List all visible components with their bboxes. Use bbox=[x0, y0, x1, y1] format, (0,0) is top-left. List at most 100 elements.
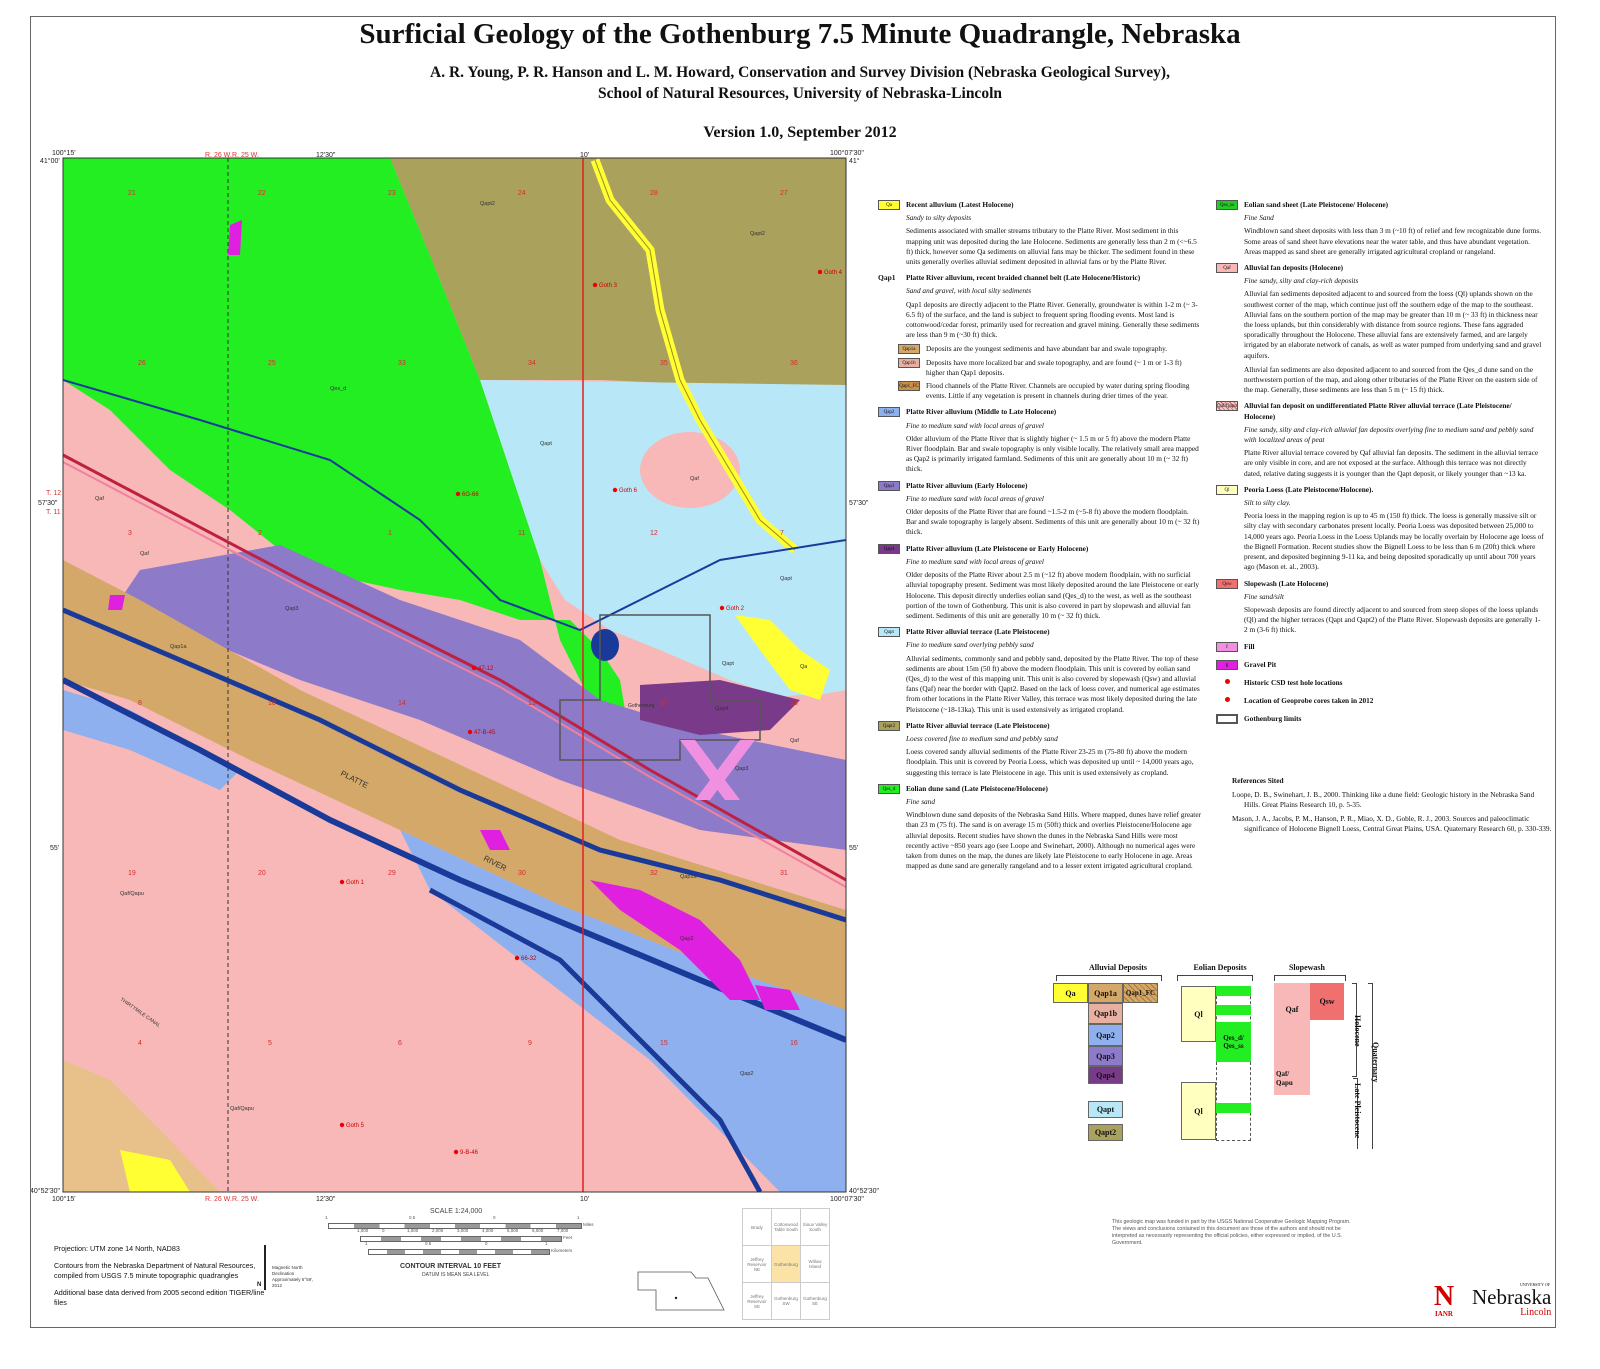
unit-label: Qap2 bbox=[680, 936, 693, 942]
section-number: 19 bbox=[128, 870, 136, 877]
legend-subitem: Qap1a Deposits are the youngest sediments… bbox=[896, 344, 1201, 355]
section-number: 10 bbox=[268, 700, 276, 707]
eolian-band bbox=[1216, 986, 1251, 996]
unit-description: Older deposits of the Platte River that … bbox=[906, 507, 1200, 537]
lake bbox=[591, 629, 619, 661]
symbol-swatch: f bbox=[1216, 641, 1238, 652]
subunit-description: Deposits have more localized bar and swa… bbox=[926, 357, 1182, 377]
section-number: 5 bbox=[268, 1040, 272, 1047]
scale-bars: 1 0.5 0 1 Miles 1,000 0 1,000 2,000 3,000 4,000 5,0… bbox=[325, 1215, 594, 1260]
unit-label: Qap2 bbox=[740, 1071, 753, 1077]
authors: A. R. Young, P. R. Hanson and L. M. Howa… bbox=[0, 62, 1600, 104]
correlation-header-eolian: Eolian Deposits bbox=[1193, 963, 1247, 972]
se-longitude: 100°07'30" bbox=[830, 1196, 864, 1203]
sw-latitude: 40°52'30" bbox=[30, 1188, 60, 1195]
drill-hole-marker[interactable] bbox=[471, 665, 477, 671]
unit-label: Qap1a bbox=[170, 644, 187, 650]
scale-unit-label: Kilometers bbox=[551, 1248, 573, 1253]
unit-lithology: Fine sandy, silty and clay-rich deposits bbox=[1244, 276, 1359, 286]
section-number: 28 bbox=[650, 190, 658, 197]
section-number: 35 bbox=[660, 360, 668, 367]
unit-qap2-band bbox=[400, 830, 846, 1192]
scale-tick: 1,000 bbox=[407, 1228, 419, 1233]
period-quaternary: Quaternary bbox=[1371, 1042, 1380, 1083]
footer-notes: Projection: UTM zone 14 North, NAD83 Con… bbox=[54, 1244, 274, 1308]
epoch-late-pleistocene: Late Pleistocene bbox=[1353, 1083, 1362, 1139]
scale-bar-feet bbox=[360, 1236, 562, 1242]
se-latitude: 40°52'30" bbox=[849, 1188, 879, 1195]
subunit-description: Flood channels of the Platte River. Chan… bbox=[926, 381, 1190, 401]
right-latitude-2: 55' bbox=[849, 845, 859, 852]
ianr-logo-text: IANR bbox=[1435, 1310, 1453, 1318]
holocene-brace bbox=[1352, 983, 1357, 1077]
quaternary-brace bbox=[1368, 983, 1373, 1149]
north-arrow-icon bbox=[264, 1245, 266, 1290]
drill-hole-marker[interactable] bbox=[817, 269, 823, 275]
section-number: 24 bbox=[518, 190, 526, 197]
section-number: 8 bbox=[138, 700, 142, 707]
unit-description: Sediments associated with smaller stream… bbox=[906, 226, 1197, 267]
drill-hole-label: Goth 3 bbox=[599, 283, 618, 289]
drill-hole-label: Goth 5 bbox=[346, 1123, 365, 1129]
correlation-header-slopewash: Slopewash bbox=[1288, 963, 1325, 972]
legend-item: Qes_ss Eolian sand sheet (Late Pleistocen… bbox=[1214, 200, 1544, 257]
legend-item: Ql Peoria Loess (Late Pleistocene/Holocen… bbox=[1214, 484, 1544, 573]
correlation-box-qap1a: Qap1a bbox=[1088, 983, 1123, 1003]
unl-logo-lincoln: Lincoln bbox=[1520, 1307, 1552, 1318]
legend-item: Qaf Alluvial fan deposits (Holocene) Fine … bbox=[1214, 263, 1544, 395]
unit-swatch: Qap1_FC bbox=[898, 381, 920, 392]
unit-title: Platte River alluvial terrace (Late Plei… bbox=[906, 627, 1050, 637]
section-number: 15 bbox=[660, 1040, 668, 1047]
unit-swatch: Qes_d bbox=[878, 783, 900, 794]
correlation-box-qes: Qes_d/ Qes_ss bbox=[1216, 1022, 1251, 1062]
late-pleistocene-brace bbox=[1353, 1078, 1358, 1149]
symbol-label: Location of Geoprobe cores taken in 2012 bbox=[1244, 696, 1374, 706]
correlation-header-alluvial: Alluvial Deposits bbox=[1088, 963, 1147, 972]
correlation-box-qsw: Qsw bbox=[1310, 983, 1344, 1020]
drill-hole-marker[interactable] bbox=[455, 491, 461, 497]
unit-label: Qap4 bbox=[715, 706, 728, 712]
drill-hole-marker[interactable] bbox=[339, 879, 345, 885]
drill-hole-marker[interactable] bbox=[453, 1149, 459, 1155]
platte-river-north bbox=[63, 607, 846, 923]
section-number: 7 bbox=[780, 530, 784, 537]
drill-hole-marker[interactable] bbox=[514, 955, 520, 961]
unit-label: Qaf/Qapu bbox=[120, 891, 144, 897]
unit-lithology: Fine sandy, silty and clay-rich alluvial… bbox=[1244, 424, 1534, 445]
unit-title: Platte River alluvium (Late Pleistocene … bbox=[906, 543, 1089, 553]
unit-title: Platte River alluvium (Early Holocene) bbox=[906, 480, 1028, 490]
unit-swatch: Qap3 bbox=[878, 480, 900, 491]
unit-label: Qa bbox=[800, 664, 808, 670]
top-longitude-2: 10' bbox=[580, 152, 590, 159]
section-number: 23 bbox=[388, 190, 396, 197]
legend-item: Qaf/Qapu Alluvial fan deposit on undiffer… bbox=[1214, 401, 1544, 478]
correlation-box-qap1-fc: Qap1_FC bbox=[1123, 983, 1158, 1003]
section-number: 29 bbox=[388, 870, 396, 877]
drill-hole-marker[interactable] bbox=[467, 729, 473, 735]
authors-line-2: School of Natural Resources, University … bbox=[598, 85, 1002, 102]
gravel-pit-3 bbox=[108, 595, 125, 610]
scale-bar-miles bbox=[328, 1223, 582, 1229]
quad-cell: Jeffrey Reservoir NE bbox=[742, 1245, 772, 1283]
red-dot-icon bbox=[1216, 678, 1238, 688]
quad-cell: Sioux Valley South bbox=[800, 1208, 830, 1246]
section-number: 16 bbox=[790, 1040, 798, 1047]
drill-hole-marker[interactable] bbox=[719, 605, 725, 611]
drill-hole-marker[interactable] bbox=[339, 1122, 345, 1128]
scale-tick: 1 bbox=[545, 1241, 548, 1246]
unit-title: Eolian dune sand (Late Pleistocene/Holoc… bbox=[906, 783, 1048, 793]
drill-hole-marker[interactable] bbox=[612, 487, 618, 493]
unit-title: Recent alluvium (Latest Holocene) bbox=[906, 200, 1014, 209]
gravel-pit-4 bbox=[480, 830, 510, 850]
section-number: 22 bbox=[258, 190, 266, 197]
scale-tick: 7,000 bbox=[557, 1228, 569, 1233]
drill-hole-label: 9-B-46 bbox=[460, 1150, 479, 1156]
right-latitude-1: 57'30" bbox=[849, 500, 869, 507]
drill-hole-marker[interactable] bbox=[592, 282, 598, 288]
section-number: 14 bbox=[398, 700, 406, 707]
legend-column-2: Qes_ss Eolian sand sheet (Late Pleistocen… bbox=[1214, 200, 1544, 733]
section-number: 21 bbox=[128, 190, 136, 197]
legend-item: Qapt2 Platte River alluvial terrace (Late… bbox=[876, 720, 1201, 778]
section-number: 4 bbox=[138, 1040, 142, 1047]
